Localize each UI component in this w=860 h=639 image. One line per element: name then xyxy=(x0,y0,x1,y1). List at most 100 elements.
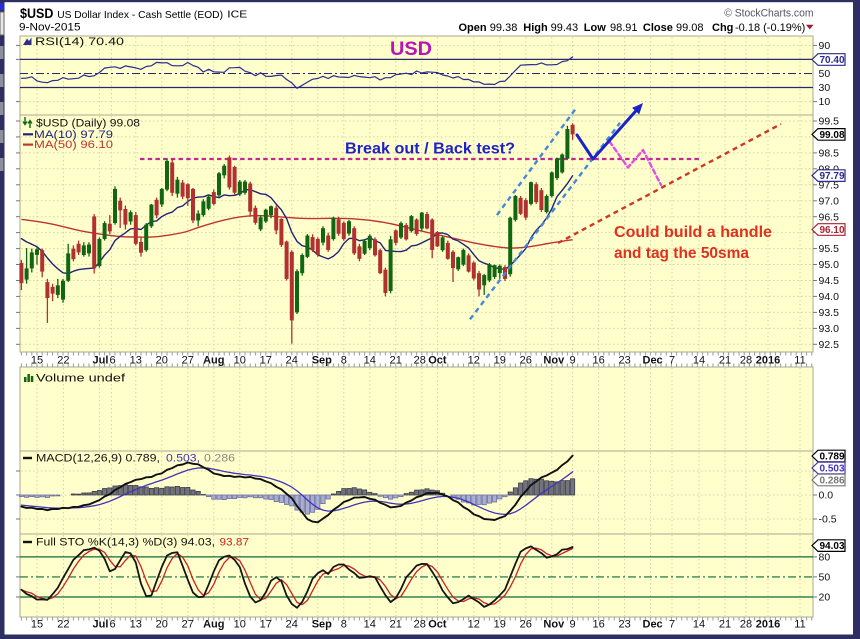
svg-text:95.0: 95.0 xyxy=(819,259,840,271)
svg-text:90: 90 xyxy=(819,40,831,52)
svg-text:28: 28 xyxy=(740,355,752,367)
svg-text:50: 50 xyxy=(819,572,831,584)
svg-text:26: 26 xyxy=(520,355,532,367)
svg-text:20: 20 xyxy=(819,592,831,604)
svg-text:94.5: 94.5 xyxy=(819,275,840,287)
svg-text:9-Nov-2015: 9-Nov-2015 xyxy=(19,22,81,34)
svg-text:2016: 2016 xyxy=(756,355,780,367)
svg-text:14: 14 xyxy=(364,355,376,367)
svg-text:0.0: 0.0 xyxy=(819,490,834,502)
svg-text:15: 15 xyxy=(31,619,43,631)
svg-text:17: 17 xyxy=(260,355,272,367)
svg-text:USD: USD xyxy=(390,39,432,60)
svg-text:27: 27 xyxy=(182,619,194,631)
svg-text:Volume undef: Volume undef xyxy=(36,373,126,385)
svg-text:21: 21 xyxy=(390,619,402,631)
svg-text:Aug: Aug xyxy=(203,355,224,367)
svg-text:Aug: Aug xyxy=(203,619,224,631)
svg-text:14: 14 xyxy=(693,355,705,367)
svg-text:97.5: 97.5 xyxy=(819,179,840,191)
svg-text:6: 6 xyxy=(109,619,115,631)
svg-text:14: 14 xyxy=(693,619,705,631)
svg-text:0.503,: 0.503, xyxy=(166,453,200,465)
svg-text:17: 17 xyxy=(260,619,272,631)
svg-text:13: 13 xyxy=(130,355,142,367)
svg-text:Could build a handle: Could build a handle xyxy=(614,224,772,241)
svg-text:MACD(12,26,9) 0.789,: MACD(12,26,9) 0.789, xyxy=(36,453,160,465)
svg-text:96.5: 96.5 xyxy=(819,211,840,223)
svg-text:19: 19 xyxy=(494,355,506,367)
svg-text:0.789: 0.789 xyxy=(819,452,844,463)
svg-text:98.91: 98.91 xyxy=(610,22,638,34)
svg-text:$USD (Daily) 99.08: $USD (Daily) 99.08 xyxy=(36,118,140,130)
svg-text:99.5: 99.5 xyxy=(819,116,840,128)
svg-text:21: 21 xyxy=(719,619,731,631)
svg-text:94.03: 94.03 xyxy=(819,541,844,552)
svg-text:7: 7 xyxy=(669,355,675,367)
svg-text:93.0: 93.0 xyxy=(819,323,840,335)
svg-text:10: 10 xyxy=(234,619,246,631)
svg-text:22: 22 xyxy=(57,619,69,631)
svg-text:24: 24 xyxy=(286,619,298,631)
svg-text:99.08: 99.08 xyxy=(676,22,704,34)
svg-text:28: 28 xyxy=(414,355,426,367)
svg-text:Chg: Chg xyxy=(712,22,733,34)
svg-text:70.40: 70.40 xyxy=(819,55,844,66)
svg-text:13: 13 xyxy=(130,619,142,631)
svg-text:23: 23 xyxy=(618,619,630,631)
svg-text:94.0: 94.0 xyxy=(819,291,840,303)
svg-text:99.43: 99.43 xyxy=(551,22,579,34)
svg-text:28: 28 xyxy=(414,619,426,631)
svg-text:27: 27 xyxy=(182,355,194,367)
svg-text:93.87: 93.87 xyxy=(220,537,250,549)
svg-text:Oct: Oct xyxy=(428,355,447,367)
svg-text:20: 20 xyxy=(156,619,168,631)
svg-text:15: 15 xyxy=(31,355,43,367)
svg-text:RSI(14) 70.40: RSI(14) 70.40 xyxy=(35,36,124,48)
svg-text:US Dollar Index - Cash Settle: US Dollar Index - Cash Settle (EOD) xyxy=(57,9,223,21)
svg-text:Jul: Jul xyxy=(93,355,109,367)
svg-text:Nov: Nov xyxy=(543,355,565,367)
svg-text:97.0: 97.0 xyxy=(819,195,840,207)
svg-text:Break out / Back test?: Break out / Back test? xyxy=(345,141,515,158)
svg-text:99.08: 99.08 xyxy=(819,130,844,141)
svg-text:20: 20 xyxy=(156,355,168,367)
svg-text:16: 16 xyxy=(592,355,604,367)
svg-text:ICE: ICE xyxy=(227,10,247,21)
svg-text:0.286: 0.286 xyxy=(204,453,235,465)
svg-text:2016: 2016 xyxy=(756,619,780,631)
svg-text:14: 14 xyxy=(364,619,376,631)
svg-text:Jul: Jul xyxy=(93,619,109,631)
svg-text:11: 11 xyxy=(794,619,805,631)
svg-text:26: 26 xyxy=(520,619,532,631)
svg-text:-0.18 (-0.19%): -0.18 (-0.19%) xyxy=(735,22,805,34)
svg-text:24: 24 xyxy=(286,355,298,367)
svg-text:28: 28 xyxy=(740,619,752,631)
svg-text:12: 12 xyxy=(468,619,480,631)
svg-text:0.503: 0.503 xyxy=(819,464,844,475)
svg-text:Nov: Nov xyxy=(543,619,565,631)
svg-text:8: 8 xyxy=(341,619,347,631)
svg-text:98.5: 98.5 xyxy=(819,148,840,160)
svg-text:50: 50 xyxy=(819,68,831,80)
svg-text:10: 10 xyxy=(234,355,246,367)
svg-text:96.10: 96.10 xyxy=(819,225,844,236)
svg-text:Oct: Oct xyxy=(428,619,447,631)
svg-text:95.5: 95.5 xyxy=(819,243,840,255)
svg-text:Low: Low xyxy=(584,22,606,34)
svg-text:93.5: 93.5 xyxy=(819,307,840,319)
svg-text:23: 23 xyxy=(618,355,630,367)
svg-text:11: 11 xyxy=(794,355,805,367)
svg-text:7: 7 xyxy=(669,619,675,631)
svg-text:9: 9 xyxy=(570,355,576,367)
svg-text:0.286: 0.286 xyxy=(819,476,844,487)
svg-text:Sep: Sep xyxy=(312,619,332,631)
svg-text:99.38: 99.38 xyxy=(490,22,518,34)
svg-text:21: 21 xyxy=(390,355,402,367)
svg-text:Dec: Dec xyxy=(643,619,663,631)
svg-text:Dec: Dec xyxy=(643,355,663,367)
svg-text:12: 12 xyxy=(468,355,480,367)
svg-text:21: 21 xyxy=(719,355,731,367)
svg-text:9: 9 xyxy=(570,619,576,631)
svg-text:97.79: 97.79 xyxy=(819,171,844,182)
